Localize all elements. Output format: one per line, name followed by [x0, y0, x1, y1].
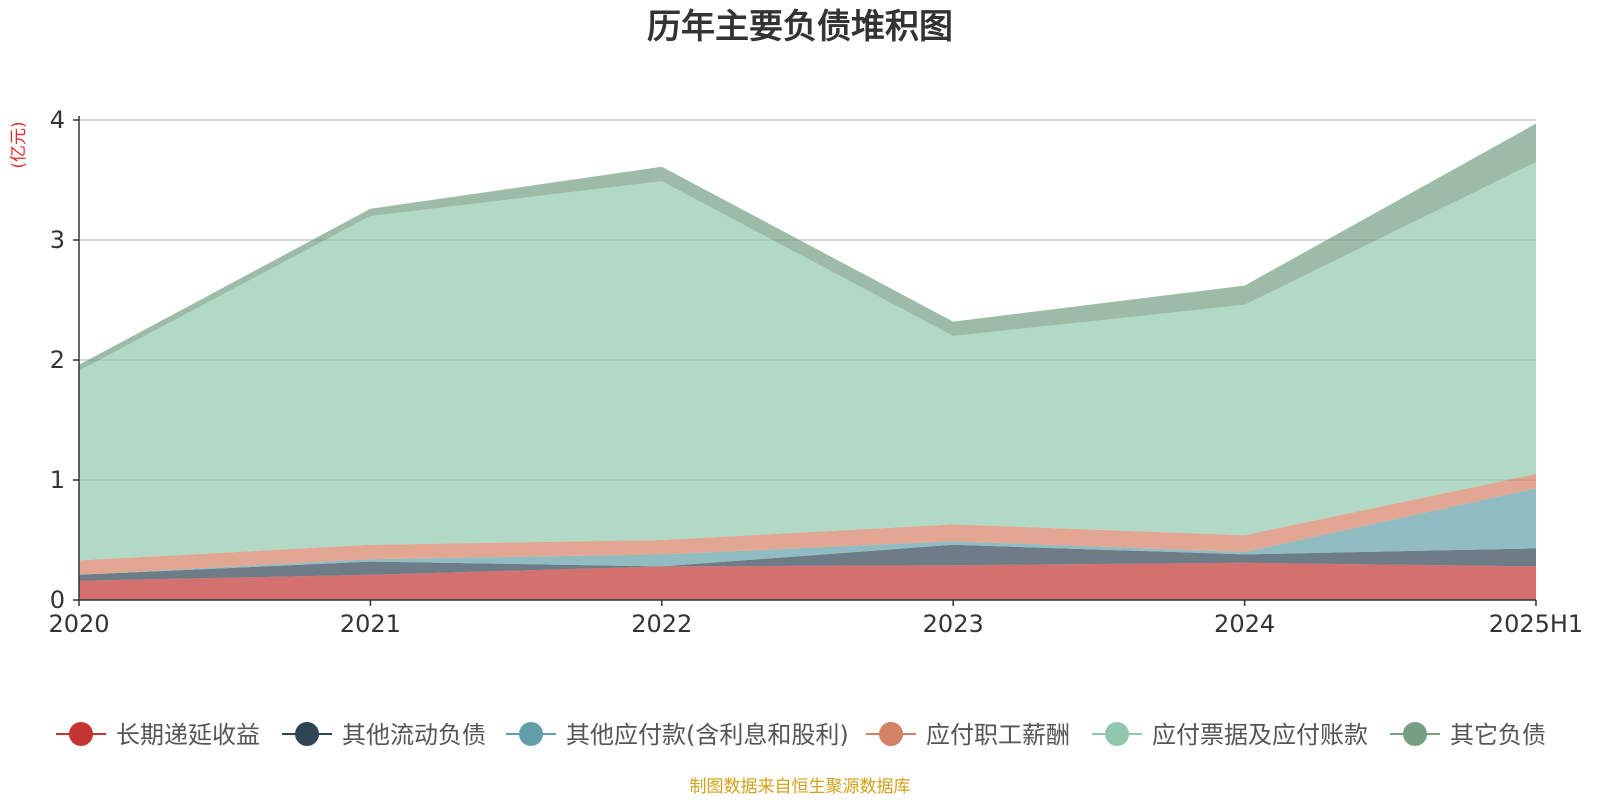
- legend-item-4[interactable]: 应付职工薪酬: [866, 721, 1070, 749]
- y-tick-label: 1: [50, 466, 65, 494]
- y-axis-unit-label: (亿元): [9, 121, 29, 168]
- legend-label: 长期递延收益: [116, 721, 260, 749]
- legend-item-1[interactable]: 长期递延收益: [56, 721, 260, 749]
- chart-title: 历年主要负债堆积图: [647, 7, 953, 47]
- legend-item-6[interactable]: 其它负债: [1390, 721, 1546, 749]
- legend-marker-icon: [879, 722, 903, 746]
- legend-marker-icon: [295, 722, 319, 746]
- x-tick-label: 2022: [631, 610, 692, 638]
- legend-label: 其他流动负债: [342, 721, 486, 749]
- legend-marker-icon: [1105, 722, 1129, 746]
- legend-item-2[interactable]: 其他流动负债: [282, 721, 486, 749]
- legend-marker-icon: [69, 722, 93, 746]
- x-tick-label: 2020: [48, 610, 109, 638]
- legend-item-5[interactable]: 应付票据及应付账款: [1092, 721, 1368, 749]
- legend-item-3[interactable]: 其他应付款(含利息和股利): [506, 721, 849, 749]
- area-series-1: [79, 562, 1536, 600]
- legend-label: 其它负债: [1450, 721, 1546, 749]
- x-tick-label: 2021: [340, 610, 401, 638]
- legend[interactable]: 长期递延收益 其他流动负债 其他应付款(含利息和股利) 应付职工薪酬 应付票据及应付账款…: [56, 721, 1546, 749]
- legend-label: 其他应付款(含利息和股利): [566, 721, 849, 749]
- data-source-note: 制图数据来自恒生聚源数据库: [690, 777, 911, 797]
- x-tick-label: 2023: [923, 610, 984, 638]
- legend-label: 应付票据及应付账款: [1152, 721, 1368, 749]
- y-tick-label: 3: [50, 226, 65, 254]
- y-tick-label: 2: [50, 346, 65, 374]
- legend-marker-icon: [519, 722, 543, 746]
- y-tick-label: 0: [50, 586, 65, 614]
- legend-marker-icon: [1403, 722, 1427, 746]
- x-tick-label: 2024: [1214, 610, 1275, 638]
- legend-label: 应付职工薪酬: [926, 721, 1070, 749]
- area-series-6: [79, 123, 1536, 371]
- area-series-5: [79, 162, 1536, 561]
- y-tick-label: 4: [50, 106, 65, 134]
- area-series-4: [79, 474, 1536, 575]
- area-series-2: [79, 544, 1536, 581]
- stacked-areas: [79, 123, 1536, 600]
- axes: 0 1 2 3 4 2020 2021 2022 2023 2024 2025H1: [48, 106, 1583, 638]
- x-tick-label: 2025H1: [1489, 610, 1583, 638]
